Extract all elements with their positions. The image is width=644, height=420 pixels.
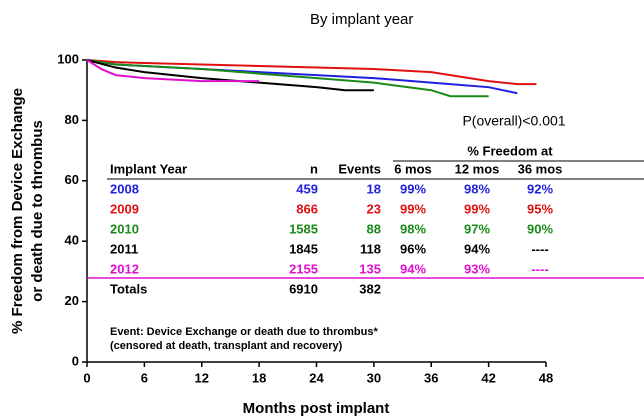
table-cell: 97%: [464, 221, 490, 236]
table-header: 6 mos: [394, 161, 432, 176]
table-cell: ----: [531, 241, 548, 256]
table-cell: 99%: [400, 181, 426, 196]
y-tick-label: 60: [65, 172, 79, 187]
series-line: [86, 59, 489, 98]
x-tick-label: 12: [195, 370, 209, 385]
x-tick-label: 30: [367, 370, 381, 385]
y-axis-label: or death due to thrombus: [29, 120, 46, 302]
table-cell: 6910: [289, 281, 318, 296]
x-tick-label: 6: [141, 370, 148, 385]
footnote: (censored at death, transplant and recov…: [110, 340, 343, 352]
table-cell: 94%: [400, 261, 426, 276]
x-tick-label: 24: [309, 370, 324, 385]
table-cell: 88: [367, 221, 381, 236]
table-cell: 118: [360, 241, 381, 256]
y-tick-label: 40: [65, 233, 79, 248]
y-tick-label: 20: [65, 293, 79, 308]
table-cell: 2011: [110, 241, 138, 256]
table-cell: 98%: [464, 181, 490, 196]
table-cell: 1585: [289, 221, 318, 236]
table-cell: Totals: [110, 281, 147, 296]
chart-title: By implant year: [310, 11, 413, 28]
table-cell: 96%: [400, 241, 426, 256]
table-cell: 382: [359, 281, 381, 296]
table-cell: 98%: [400, 221, 426, 236]
series-line: [86, 59, 260, 83]
table-cell: 2008: [110, 181, 139, 196]
table-cell: 2012: [110, 261, 139, 276]
x-tick-label: 18: [252, 370, 266, 385]
table-cell: 92%: [527, 181, 553, 196]
table-cell: 94%: [464, 241, 490, 256]
table-cell: 2009: [110, 201, 139, 216]
table-cell: 95%: [527, 201, 553, 216]
table-cell: 99%: [464, 201, 490, 216]
table-cell: 1845: [289, 241, 318, 256]
table-cell: 23: [367, 201, 381, 216]
table-header: 12 mos: [455, 161, 500, 176]
table-cell: 18: [367, 181, 381, 196]
table-cell: 99%: [400, 201, 426, 216]
table-header: Implant Year: [110, 161, 187, 176]
y-tick-label: 0: [72, 353, 79, 368]
x-tick-label: 48: [539, 370, 553, 385]
y-tick-label: 80: [65, 112, 79, 127]
x-axis-label: Months post implant: [243, 400, 390, 417]
table-cell: 90%: [527, 221, 553, 236]
series-line: [86, 59, 537, 86]
y-axis-label: % Freedom from Device Exchange: [9, 88, 26, 334]
x-tick-label: 0: [83, 370, 90, 385]
table-cell: 135: [359, 261, 381, 276]
table-cell: ----: [531, 261, 548, 276]
table-cell: 2010: [110, 221, 139, 236]
table-cell: 866: [296, 201, 318, 216]
y-tick-label: 100: [57, 51, 79, 66]
table-cell: 93%: [464, 261, 490, 276]
table-cell: 459: [296, 181, 318, 196]
x-tick-label: 42: [481, 370, 495, 385]
table-header: Events: [338, 161, 381, 176]
x-tick-label: 36: [424, 370, 438, 385]
table-header: 36 mos: [518, 161, 563, 176]
table-cell: 2155: [289, 261, 318, 276]
footnote: Event: Device Exchange or death due to t…: [110, 326, 378, 338]
table-header: n: [310, 161, 318, 176]
annotation: P(overall)<0.001: [462, 113, 565, 129]
table-group-header: % Freedom at: [467, 143, 553, 158]
